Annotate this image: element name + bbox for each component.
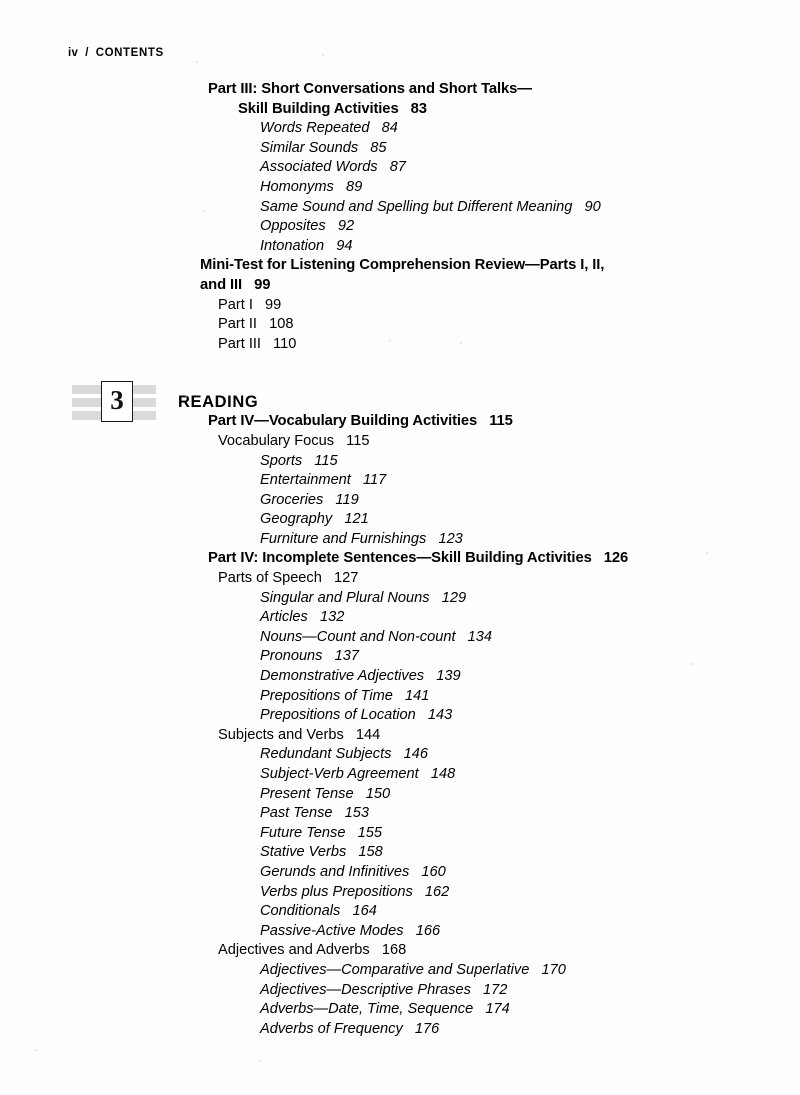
toc-entry: Adjectives—Descriptive Phrases 172 [260,981,508,998]
scan-speck [460,342,462,344]
running-head-separator: / [85,47,89,59]
toc-entry: Nouns—Count and Non-count 134 [260,628,493,645]
toc-entry: Words Repeated 84 [260,120,398,137]
toc-entry: Part II 108 [218,316,294,333]
scan-speck [196,61,198,63]
toc-entry: Singular and Plural Nouns 129 [260,589,467,606]
toc-entry: Groceries 119 [260,491,359,508]
toc-entry: Adjectives—Comparative and Superlative 1… [260,961,566,978]
toc-entry: Associated Words 87 [260,159,407,176]
page-folio: iv [68,47,79,59]
toc-entry: Stative Verbs 158 [260,844,383,861]
toc-entry: Homonyms 89 [260,178,363,195]
chapter-number: 3 [110,385,124,415]
toc-entry: Same Sound and Spelling but Different Me… [260,198,601,215]
toc-entry: Part III 110 [218,335,297,352]
chapter-number-box: 3 [101,381,133,422]
toc-entry: Sports 115 [260,452,338,469]
toc-subheading: Parts of Speech 127 [218,570,359,587]
toc-entry: Conditionals 164 [260,903,377,920]
toc-entry: Opposites 92 [260,218,355,235]
toc-subheading: Adjectives and Adverbs 168 [218,942,407,959]
toc-entry: Furniture and Furnishings 123 [260,530,463,547]
toc-entry: Similar Sounds 85 [260,139,387,156]
toc-entry: Present Tense 150 [260,785,391,802]
toc-part-heading: Part III: Short Conversations and Short … [208,81,533,97]
table-of-contents: Part III: Short Conversations and Short … [0,80,800,1039]
toc-subheading: Vocabulary Focus 115 [218,432,370,449]
scan-speck [690,663,692,665]
toc-entry: Verbs plus Prepositions 162 [260,883,450,900]
section-heading-reading: READING [178,393,259,411]
scan-speck [322,54,324,56]
toc-part-heading-cont: Skill Building Activities 83 [238,100,427,117]
scan-speck [35,1049,37,1051]
scan-speck [389,340,391,342]
toc-entry: Part I 99 [218,296,282,313]
toc-entry: Gerunds and Infinitives 160 [260,863,446,880]
toc-entry: Adverbs of Frequency 176 [260,1020,440,1037]
toc-minitest-heading: Mini-Test for Listening Comprehension Re… [200,257,605,274]
scan-speck [203,210,205,212]
scan-speck [259,1060,261,1062]
toc-entry: Adverbs—Date, Time, Sequence 174 [260,1001,510,1018]
toc-entry: Intonation 94 [260,237,353,254]
toc-entry: Future Tense 155 [260,824,382,841]
toc-entry: Demonstrative Adjectives 139 [260,668,461,685]
toc-entry: Redundant Subjects 146 [260,746,428,763]
toc-entry: Past Tense 153 [260,805,369,822]
toc-entry: Prepositions of Time 141 [260,687,430,704]
toc-subheading: Subjects and Verbs 144 [218,726,381,743]
running-head: iv / CONTENTS [68,47,164,59]
toc-part-heading: Part IV—Vocabulary Building Activities 1… [208,413,513,430]
running-head-label: CONTENTS [95,47,164,59]
toc-entry: Entertainment 117 [260,472,387,489]
toc-part-heading: Part IV: Incomplete Sentences—Skill Buil… [208,550,629,567]
toc-entry: Prepositions of Location 143 [260,707,453,724]
toc-entry: Subject-Verb Agreement 148 [260,766,456,782]
chapter-number-marker: 3 [70,381,158,425]
toc-entry: Geography 121 [260,511,369,528]
toc-minitest-heading-cont: and III 99 [200,276,271,293]
scan-speck [706,552,708,554]
toc-entry: Passive-Active Modes 166 [260,922,441,939]
scan-speck [185,396,187,398]
toc-entry: Pronouns 137 [260,648,359,665]
toc-entry: Articles 132 [260,609,345,626]
